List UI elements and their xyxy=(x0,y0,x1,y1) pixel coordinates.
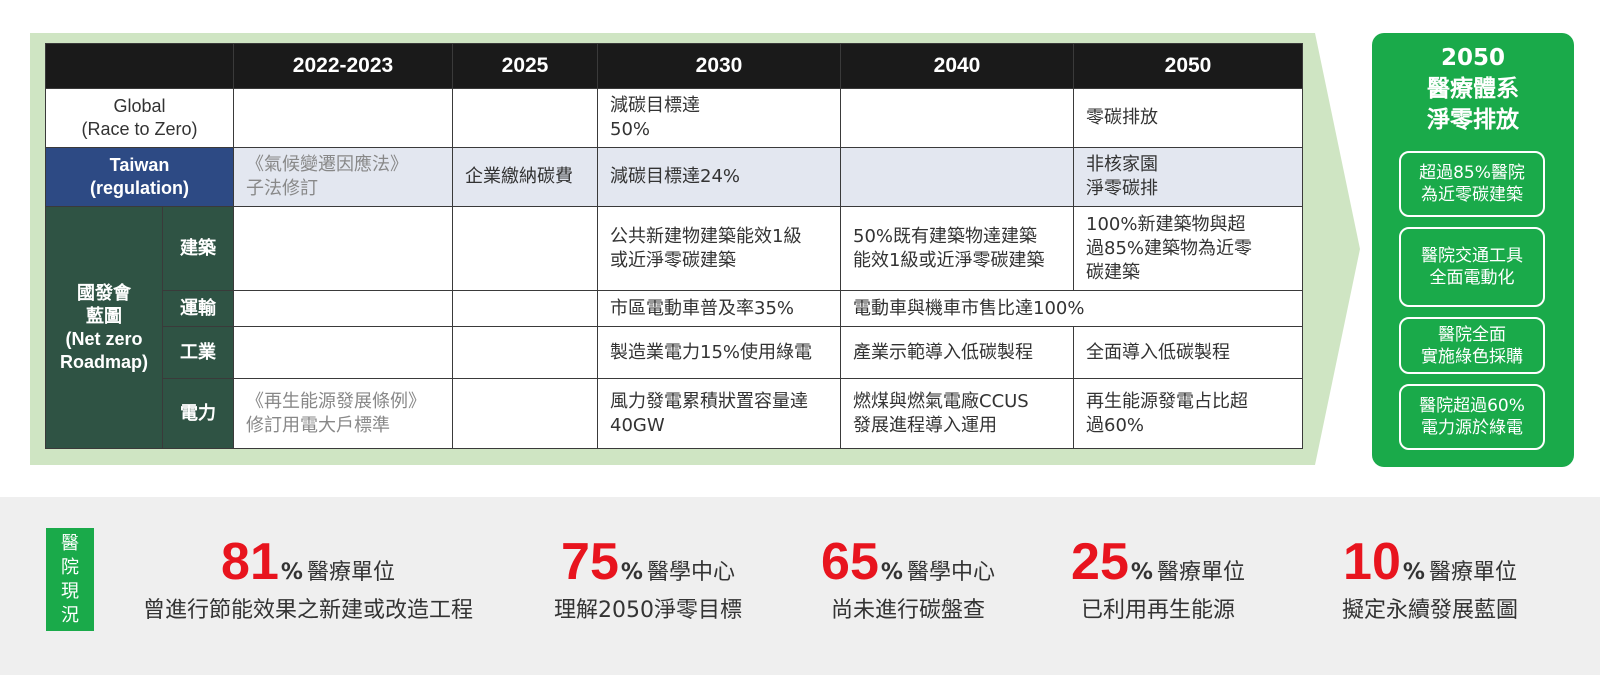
table-cell xyxy=(452,290,598,327)
table-cell: 燃煤與燃氣電廠CCUS 發展進程導入運用 xyxy=(840,378,1074,449)
table-cell: 減碳目標達 50% xyxy=(597,88,841,148)
table-cell: 市區電動車普及率35% xyxy=(597,290,841,327)
stat-description: 擬定永續發展藍圖 xyxy=(1341,598,1518,623)
stat-description: 尚未進行碳盤查 xyxy=(830,598,985,623)
stat-unit: % xyxy=(620,560,643,585)
stat-description: 已利用再生能源 xyxy=(1080,598,1235,623)
stat-value: 10 xyxy=(1343,533,1401,591)
net-zero-roadmap-table: 2022-2023 2025 2030 2040 2050 Global (Ra… xyxy=(45,43,1303,449)
table-cell xyxy=(840,88,1074,148)
row-label-global: Global (Race to Zero) xyxy=(45,88,234,148)
table-cell: 全面導入低碳製程 xyxy=(1073,326,1303,379)
table-cell: 50%既有建築物達建築 能效1級或近淨零碳建築 xyxy=(840,206,1074,291)
header-corner xyxy=(45,43,234,89)
table-cell: 企業繳納碳費 xyxy=(452,147,598,207)
table-cell: 零碳排放 xyxy=(1073,88,1303,148)
stat-item: 81% 醫療單位 曾進行節能效果之新建或改造工程 xyxy=(120,534,496,626)
table-row-power: 電力 《再生能源發展條例》 修訂用電大戶標準 風力發電累積狀置容量達 40GW … xyxy=(46,378,1303,449)
goal-item: 醫院超過60% 電力源於綠電 xyxy=(1399,384,1545,450)
stat-item: 75% 醫學中心 理解2050淨零目標 xyxy=(536,534,760,626)
stat-description: 曾進行節能效果之新建或改造工程 xyxy=(142,598,473,623)
row-label-ndc-roadmap: 國發會 藍圖 (Net zero Roadmap) xyxy=(45,206,163,449)
table-cell: 製造業電力15%使用綠電 xyxy=(597,326,841,379)
table-header-row: 2022-2023 2025 2030 2040 2050 xyxy=(45,43,1303,89)
table-cell xyxy=(452,326,598,379)
table-cell xyxy=(233,206,453,291)
stat-subject: 醫學中心 xyxy=(906,560,995,585)
stat-unit: % xyxy=(880,560,903,585)
header-year: 2025 xyxy=(452,43,598,89)
sector-label: 工業 xyxy=(162,326,234,379)
stat-item: 25% 醫療單位 已利用再生能源 xyxy=(1048,534,1268,626)
goal-item: 醫院全面 實施綠色採購 xyxy=(1399,317,1545,374)
table-cell xyxy=(233,290,453,327)
table-cell xyxy=(840,147,1074,207)
row-label-taiwan: Taiwan (regulation) xyxy=(45,147,234,207)
header-year: 2050 xyxy=(1073,43,1303,89)
table-cell: 產業示範導入低碳製程 xyxy=(840,326,1074,379)
table-cell: 非核家園 淨零碳排 xyxy=(1073,147,1303,207)
stat-description: 理解2050淨零目標 xyxy=(554,598,742,623)
goal-item: 醫院交通工具 全面電動化 xyxy=(1399,227,1545,307)
stat-unit: % xyxy=(1402,560,1425,585)
table-cell: 電動車與機車市售比達100% xyxy=(840,290,1303,327)
goal-item: 超過85%醫院 為近零碳建築 xyxy=(1399,151,1545,217)
stat-value: 81 xyxy=(221,533,279,591)
stat-value: 75 xyxy=(561,533,619,591)
table-row-taiwan: Taiwan (regulation) 《氣候變遷因應法》 子法修訂 企業繳納碳… xyxy=(45,147,1303,207)
table-cell xyxy=(452,88,598,148)
table-cell xyxy=(233,88,453,148)
header-year: 2040 xyxy=(840,43,1074,89)
stat-subject: 醫療單位 xyxy=(306,560,395,585)
stat-value: 25 xyxy=(1071,533,1129,591)
table-cell: 風力發電累積狀置容量達 40GW xyxy=(597,378,841,449)
table-cell: 《氣候變遷因應法》 子法修訂 xyxy=(233,147,453,207)
table-row-global: Global (Race to Zero) 減碳目標達 50% 零碳排放 xyxy=(45,88,1303,148)
table-row-transport: 運輸 市區電動車普及率35% 電動車與機車市售比達100% xyxy=(46,290,1303,327)
table-cell: 公共新建物建築能效1級 或近淨零碳建築 xyxy=(597,206,841,291)
stat-unit: % xyxy=(280,560,303,585)
stat-subject: 醫療單位 xyxy=(1428,560,1517,585)
sector-label: 電力 xyxy=(162,378,234,449)
status-tag: 醫院現況 xyxy=(46,528,94,631)
stat-unit: % xyxy=(1130,560,1153,585)
table-cell xyxy=(452,206,598,291)
table-cell: 減碳目標達24% xyxy=(597,147,841,207)
table-cell: 《再生能源發展條例》 修訂用電大戶標準 xyxy=(233,378,453,449)
table-cell: 再生能源發電占比超 過60% xyxy=(1073,378,1303,449)
stat-subject: 醫學中心 xyxy=(646,560,735,585)
status-tag-label: 醫院現況 xyxy=(61,532,79,626)
goal-panel: 2050 醫療體系 淨零排放 超過85%醫院 為近零碳建築 醫院交通工具 全面電… xyxy=(1372,33,1574,467)
table-row-building: 國發會 藍圖 (Net zero Roadmap) 建築 公共新建物建築能效1級… xyxy=(45,206,1303,449)
stat-item: 10% 醫療單位 擬定永續發展藍圖 xyxy=(1310,534,1550,626)
table-cell xyxy=(452,378,598,449)
sector-label: 建築 xyxy=(162,206,234,291)
stat-subject: 醫療單位 xyxy=(1156,560,1245,585)
table-cell xyxy=(233,326,453,379)
goal-title: 2050 醫療體系 淨零排放 xyxy=(1427,45,1519,133)
header-year: 2022-2023 xyxy=(233,43,453,89)
table-row-industry: 工業 製造業電力15%使用綠電 產業示範導入低碳製程 全面導入低碳製程 xyxy=(46,326,1303,379)
header-year: 2030 xyxy=(597,43,841,89)
hospital-status-band xyxy=(0,497,1600,675)
stat-item: 65% 醫學中心 尚未進行碳盤查 xyxy=(800,534,1016,626)
table-cell: 100%新建築物與超 過85%建築物為近零 碳建築 xyxy=(1073,206,1303,291)
sector-label: 運輸 xyxy=(162,290,234,327)
stat-value: 65 xyxy=(821,533,879,591)
